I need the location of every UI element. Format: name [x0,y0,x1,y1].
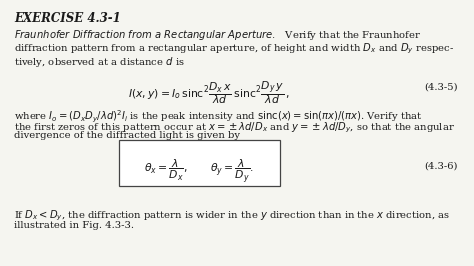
Text: $\theta_x = \dfrac{\lambda}{D_x},\qquad \theta_y = \dfrac{\lambda}{D_y}.$: $\theta_x = \dfrac{\lambda}{D_x},\qquad … [144,157,254,185]
Text: divergence of the diffracted light is given by: divergence of the diffracted light is gi… [14,131,240,140]
Text: If $D_x < D_y$, the diffraction pattern is wider in the $y$ direction than in th: If $D_x < D_y$, the diffraction pattern … [14,209,450,223]
Text: $I(x, y) = I_o\,\mathrm{sinc}^2\dfrac{D_x\, x}{\lambda d}\;\mathrm{sinc}^2\dfrac: $I(x, y) = I_o\,\mathrm{sinc}^2\dfrac{D_… [128,80,289,106]
Text: where $I_o = (D_x D_y/\lambda d)^2 I_i$ is the peak intensity and $\mathrm{sinc}: where $I_o = (D_x D_y/\lambda d)^2 I_i$ … [14,109,423,125]
Text: EXERCISE 4.3-1: EXERCISE 4.3-1 [14,12,121,25]
Text: (4.3-5): (4.3-5) [424,82,457,92]
Text: diffraction pattern from a rectangular aperture, of height and width $D_x$ and $: diffraction pattern from a rectangular a… [14,41,454,56]
Text: illustrated in Fig. 4.3-3.: illustrated in Fig. 4.3-3. [14,221,134,230]
Text: tively, observed at a distance $d$ is: tively, observed at a distance $d$ is [14,55,185,69]
Text: $\mathbf{\mathit{Fraunhofer\ Diffraction\ from\ a\ Rectangular\ Aperture.}}$$\,$: $\mathbf{\mathit{Fraunhofer\ Diffraction… [14,28,421,42]
Text: the first zeros of this pattern occur at $x = \pm\lambda d/D_x$ and $y = \pm\lam: the first zeros of this pattern occur at… [14,120,455,135]
Text: (4.3-6): (4.3-6) [424,161,457,171]
FancyBboxPatch shape [118,140,280,186]
